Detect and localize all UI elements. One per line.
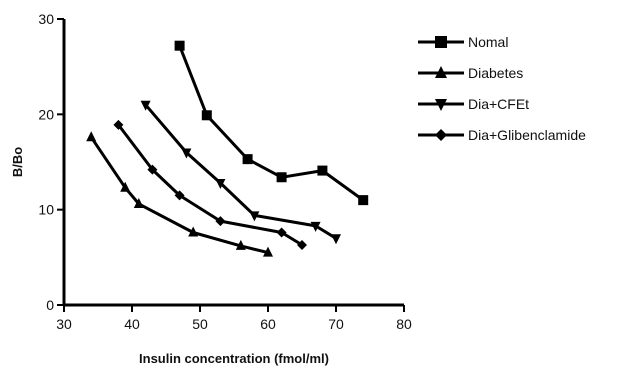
legend-marker-2 [435, 99, 447, 111]
series-1-point-1 [120, 181, 131, 192]
legend: Nomal Diabetes Dia+CFEt Dia+Glibenclamide [418, 34, 586, 143]
legend-label-0: Nomal [468, 34, 508, 50]
series-2-point-5 [331, 234, 341, 245]
series-3-point-3 [215, 216, 226, 227]
axes: 0 10 20 30 30 40 50 60 70 80 [38, 11, 412, 332]
series-1-line [89, 136, 269, 255]
series-3-line [117, 123, 303, 247]
y-tick-label-3: 30 [38, 11, 54, 27]
legend-marker-1 [435, 66, 447, 78]
x-tick-label-5: 80 [396, 316, 412, 332]
legend-label-3: Dia+Glibenclamide [468, 127, 586, 143]
legend-item-0: Nomal [418, 34, 508, 50]
series-1 [86, 131, 273, 257]
y-tick-label-1: 10 [38, 202, 54, 218]
series-2-line [144, 103, 337, 240]
series-1-point-2 [133, 197, 144, 208]
legend-marker-0 [435, 36, 447, 48]
legend-label-1: Diabetes [468, 65, 523, 81]
y-tick-label-0: 0 [46, 297, 54, 313]
series-2-point-0 [140, 100, 151, 111]
x-axis-title: Insulin concentration (fmol/ml) [139, 351, 329, 366]
series-0-point-2 [242, 154, 253, 165]
series-3-point-1 [147, 164, 158, 175]
series-2 [140, 100, 341, 245]
legend-item-2: Dia+CFEt [418, 96, 529, 112]
series-2-point-3 [249, 211, 260, 222]
series-3-point-4 [276, 227, 287, 238]
series-2-point-4 [310, 221, 321, 232]
series-0-point-5 [358, 195, 369, 206]
legend-marker-3 [435, 129, 447, 141]
y-tick-label-2: 20 [38, 106, 54, 122]
legend-item-1: Diabetes [418, 65, 523, 81]
series-1-point-0 [86, 131, 97, 142]
series-3-point-0 [113, 119, 124, 130]
series-3-point-2 [174, 190, 185, 201]
series-1-point-4 [235, 239, 246, 250]
series-0-point-3 [276, 172, 287, 183]
series-3 [113, 119, 307, 250]
x-tick-label-0: 30 [56, 316, 72, 332]
x-tick-label-3: 60 [260, 316, 276, 332]
series-layer [86, 40, 369, 257]
series-0-point-1 [201, 110, 212, 121]
y-axis-title: B/Bo [10, 147, 25, 177]
legend-item-3: Dia+Glibenclamide [418, 127, 586, 143]
series-1-point-5 [263, 246, 273, 257]
series-1-point-3 [188, 226, 199, 237]
x-tick-label-1: 40 [124, 316, 140, 332]
series-0-line [178, 45, 365, 202]
series-2-point-1 [181, 148, 192, 159]
series-0 [174, 40, 369, 206]
series-2-point-2 [215, 178, 226, 189]
series-3-point-5 [297, 239, 307, 250]
series-0-point-0 [174, 40, 185, 51]
x-tick-label-4: 70 [328, 316, 344, 332]
x-tick-label-2: 50 [192, 316, 208, 332]
legend-label-2: Dia+CFEt [468, 96, 529, 112]
series-0-point-4 [317, 165, 328, 176]
